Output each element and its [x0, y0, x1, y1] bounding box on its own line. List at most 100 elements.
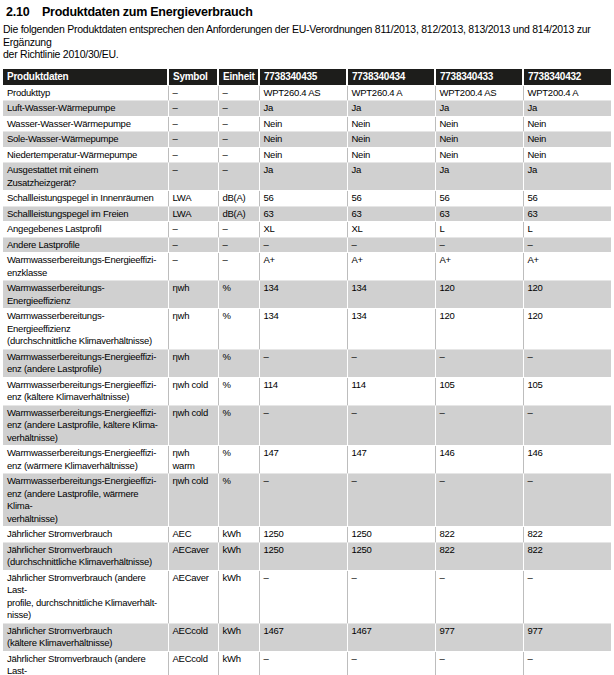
table-row: Produkttyp––WPT260.4 ASWPT260.4 AWPT200.… [3, 85, 611, 101]
value-cell: 120 [435, 281, 523, 309]
value-cell: – [435, 570, 523, 623]
value-cell: – [347, 474, 435, 527]
value-cell: Ja [259, 163, 347, 191]
symbol-cell: – [168, 85, 218, 101]
symbol-cell: – [168, 253, 218, 281]
table-row: Luft-Wasser-Wärmepumpe––JaJaJaJa [3, 101, 611, 117]
unit-cell: – [218, 101, 259, 117]
table-row: Warmwasserbereitungs-Energieeffizi- enz … [3, 474, 611, 527]
row-label: Niedertemperatur-Wärmepumpe [3, 147, 168, 163]
row-label: Warmwasserbereitungs-Energieeffizi- enz … [3, 349, 168, 377]
symbol-cell: LWA [168, 191, 218, 207]
table-row: Jährlicher Stromverbrauch (durchschnittl… [3, 542, 611, 570]
row-label: Angegebenes Lastprofil [3, 222, 168, 238]
value-cell: 1467 [347, 623, 435, 651]
symbol-cell: ηwh [168, 309, 218, 350]
value-cell: WPT260.4 A [347, 85, 435, 101]
value-cell: WPT200.4 AS [435, 85, 523, 101]
value-cell: 147 [347, 446, 435, 474]
value-cell: 1250 [347, 542, 435, 570]
value-cell: 134 [347, 281, 435, 309]
value-cell: 105 [523, 377, 611, 405]
value-cell: XL [347, 222, 435, 238]
column-header-0: Produktdaten [3, 69, 168, 86]
symbol-cell: AECcold [168, 623, 218, 651]
symbol-cell: – [168, 132, 218, 148]
symbol-cell: ηwh cold [168, 377, 218, 405]
unit-cell: % [218, 349, 259, 377]
value-cell: – [259, 651, 347, 675]
intro-paragraph: Die folgenden Produktdaten entsprechen d… [3, 23, 611, 61]
value-cell: 146 [523, 446, 611, 474]
row-label: Schallleistungspegel im Freien [3, 206, 168, 222]
symbol-cell: AEC [168, 527, 218, 543]
value-cell: Nein [523, 147, 611, 163]
value-cell: – [435, 474, 523, 527]
value-cell: Nein [259, 132, 347, 148]
table-row: Sole-Wasser-Wärmepumpe––NeinNeinNeinNein [3, 132, 611, 148]
row-label: Wasser-Wasser-Wärmepumpe [3, 116, 168, 132]
row-label: Warmwasserbereitungs-Energieeffizi- enz … [3, 377, 168, 405]
row-label: Ausgestattet mit einem Zusatzheizgerät? [3, 163, 168, 191]
unit-cell: dB(A) [218, 191, 259, 207]
unit-cell: – [218, 163, 259, 191]
value-cell: – [259, 570, 347, 623]
row-label: Warmwasserbereitungs-Energieeffizienz (d… [3, 309, 168, 350]
value-cell: Nein [523, 116, 611, 132]
value-cell: XL [259, 222, 347, 238]
value-cell: 105 [435, 377, 523, 405]
value-cell: L [435, 222, 523, 238]
table-header-row: ProduktdatenSymbolEinheit773834043577383… [3, 69, 611, 86]
value-cell: – [435, 349, 523, 377]
unit-cell: – [218, 253, 259, 281]
value-cell: – [259, 474, 347, 527]
value-cell: Ja [259, 101, 347, 117]
table-row: Warmwasserbereitungs-Energieeffizienzηwh… [3, 281, 611, 309]
value-cell: – [435, 405, 523, 446]
unit-cell: kWh [218, 542, 259, 570]
unit-cell: kWh [218, 570, 259, 623]
unit-cell: – [218, 222, 259, 238]
value-cell: 56 [347, 191, 435, 207]
value-cell: 977 [523, 623, 611, 651]
unit-cell: – [218, 147, 259, 163]
table-row: Warmwasserbereitungs-Energieeffizienz (d… [3, 309, 611, 350]
symbol-cell: AECaver [168, 542, 218, 570]
unit-cell: % [218, 474, 259, 527]
value-cell: – [523, 651, 611, 675]
symbol-cell: LWA [168, 206, 218, 222]
value-cell: 1250 [259, 542, 347, 570]
value-cell: 134 [347, 309, 435, 350]
value-cell: – [259, 405, 347, 446]
table-row: Warmwasserbereitungs-Energieeffizi- enzk… [3, 253, 611, 281]
value-cell: – [347, 237, 435, 253]
unit-cell: % [218, 405, 259, 446]
unit-cell: % [218, 377, 259, 405]
unit-cell: – [218, 85, 259, 101]
value-cell: – [347, 349, 435, 377]
value-cell: 822 [435, 542, 523, 570]
value-cell: Ja [347, 163, 435, 191]
symbol-cell: – [168, 147, 218, 163]
page-title: Produktdaten zum Energieverbrauch [42, 5, 253, 19]
value-cell: 56 [523, 191, 611, 207]
section-number: 2.10 [6, 5, 42, 19]
table-row: Jährlicher Stromverbrauch (kältere Klima… [3, 623, 611, 651]
value-cell: 63 [347, 206, 435, 222]
value-cell: 1467 [259, 623, 347, 651]
unit-cell: kWh [218, 623, 259, 651]
value-cell: – [259, 349, 347, 377]
value-cell: Nein [259, 147, 347, 163]
value-cell: – [523, 474, 611, 527]
column-header-1: Symbol [168, 69, 218, 86]
value-cell: 56 [259, 191, 347, 207]
value-cell: – [523, 570, 611, 623]
column-header-6: 7738340432 [523, 69, 611, 86]
value-cell: 822 [435, 527, 523, 543]
value-cell: Nein [347, 116, 435, 132]
value-cell: 146 [435, 446, 523, 474]
value-cell: Nein [523, 132, 611, 148]
value-cell: Ja [435, 101, 523, 117]
symbol-cell: – [168, 116, 218, 132]
value-cell: 114 [259, 377, 347, 405]
